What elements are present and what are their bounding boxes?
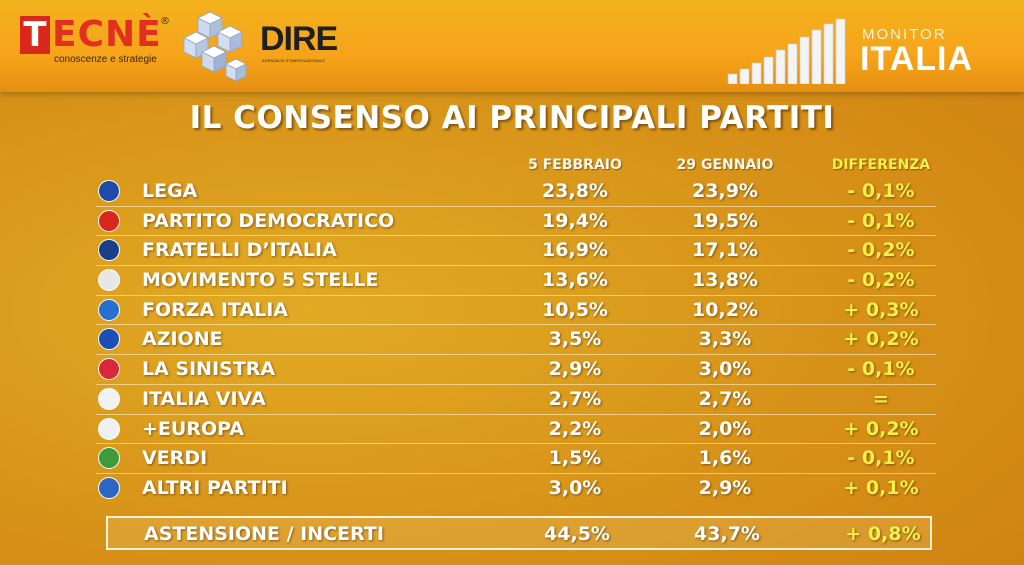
party-logo-icon bbox=[98, 358, 120, 381]
chart-title: IL CONSENSO AI PRINCIPALI PARTITI bbox=[189, 100, 835, 136]
value-29-gennaio: 10,2% bbox=[692, 298, 758, 321]
party-logo-icon bbox=[98, 269, 120, 292]
value-5-febbraio: 10,5% bbox=[542, 298, 608, 321]
difference-value: + 0,2% bbox=[843, 328, 919, 351]
value-5-febbraio: 1,5% bbox=[548, 447, 602, 470]
party-name: LEGA bbox=[142, 180, 198, 202]
table-row: FRATELLI D’ITALIA 16,9% 17,1% - 0,2% bbox=[96, 236, 936, 267]
value-5-febbraio: 2,2% bbox=[548, 417, 602, 440]
party-logo-icon bbox=[98, 239, 120, 262]
results-table: LEGA 23,8% 23,9% - 0,1% PARTITO DEMOCRATICO 1… bbox=[96, 177, 936, 503]
party-logo-icon bbox=[98, 417, 120, 440]
dire-tagline: AGENZIA DI STAMPA NAZIONALE bbox=[262, 58, 325, 63]
party-name: FORZA ITALIA bbox=[142, 298, 288, 321]
header-band: T ECNÈ ® conoscenze e strategie DIRE AGE… bbox=[0, 0, 1024, 92]
column-header-differenza: DIFFERENZA bbox=[831, 157, 931, 173]
party-logo-icon bbox=[98, 328, 120, 351]
summary-difference: + 0,8% bbox=[845, 523, 921, 545]
table-row: +EUROPA 2,2% 2,0% + 0,2% bbox=[96, 415, 936, 445]
table-row: FORZA ITALIA 10,5% 10,2% + 0,3% bbox=[96, 296, 936, 326]
difference-value: - 0,2% bbox=[847, 269, 915, 292]
party-name: MOVIMENTO 5 STELLE bbox=[142, 269, 379, 292]
tecne-tagline: conoscenze e strategie bbox=[54, 54, 157, 65]
party-name: ITALIA VIVA bbox=[142, 387, 266, 410]
table-row: LA SINISTRA 2,9% 3,0% - 0,1% bbox=[96, 355, 936, 385]
summary-row-astensione: ASTENSIONE / INCERTI 44,5% 43,7% + 0,8% bbox=[106, 516, 932, 550]
value-5-febbraio: 13,6% bbox=[542, 269, 608, 292]
value-29-gennaio: 19,5% bbox=[692, 209, 758, 232]
summary-value-5-febbraio: 44,5% bbox=[544, 523, 610, 545]
party-name: FRATELLI D’ITALIA bbox=[142, 239, 337, 262]
italia-label: ITALIA bbox=[860, 40, 974, 78]
party-logo-icon bbox=[98, 476, 120, 499]
tecne-registered-mark: ® bbox=[160, 16, 170, 27]
rising-bars-icon bbox=[727, 18, 846, 84]
value-5-febbraio: 16,9% bbox=[542, 239, 608, 262]
value-29-gennaio: 2,0% bbox=[698, 417, 752, 440]
value-5-febbraio: 2,7% bbox=[548, 387, 602, 410]
value-5-febbraio: 19,4% bbox=[542, 209, 608, 232]
party-name: PARTITO DEMOCRATICO bbox=[142, 209, 395, 232]
difference-value: - 0,1% bbox=[847, 447, 915, 470]
table-row: ALTRI PARTITI 3,0% 2,9% + 0,1% bbox=[96, 474, 936, 503]
table-row: VERDI 1,5% 1,6% - 0,1% bbox=[96, 444, 936, 474]
difference-value: + 0,3% bbox=[843, 298, 919, 321]
monitor-label: MONITOR bbox=[862, 26, 947, 43]
party-logo-icon bbox=[98, 209, 120, 232]
party-name: LA SINISTRA bbox=[142, 358, 276, 381]
dire-logo-text: DIRE bbox=[260, 20, 338, 58]
value-29-gennaio: 2,9% bbox=[698, 476, 752, 499]
value-5-febbraio: 3,5% bbox=[548, 328, 602, 351]
table-row: LEGA 23,8% 23,9% - 0,1% bbox=[96, 177, 936, 207]
value-5-febbraio: 2,9% bbox=[548, 358, 602, 381]
summary-value-29-gennaio: 43,7% bbox=[694, 523, 760, 545]
party-name: +EUROPA bbox=[142, 417, 244, 440]
value-29-gennaio: 17,1% bbox=[692, 239, 758, 262]
difference-value: - 0,1% bbox=[847, 209, 915, 232]
difference-value: - 0,1% bbox=[847, 180, 915, 202]
column-header-5-febbraio: 5 FEBBRAIO bbox=[528, 157, 622, 173]
party-logo-icon bbox=[98, 180, 120, 202]
party-logo-icon bbox=[98, 447, 120, 470]
value-5-febbraio: 23,8% bbox=[542, 180, 608, 202]
difference-value: + 0,2% bbox=[843, 417, 919, 440]
party-name: VERDI bbox=[142, 447, 208, 470]
value-29-gennaio: 3,0% bbox=[698, 358, 752, 381]
table-row: PARTITO DEMOCRATICO 19,4% 19,5% - 0,1% bbox=[96, 207, 936, 237]
party-name: ALTRI PARTITI bbox=[142, 476, 288, 499]
tecne-logo-text: ECNÈ bbox=[52, 14, 162, 55]
column-header-29-gennaio: 29 GENNAIO bbox=[676, 157, 774, 173]
party-logo-icon bbox=[98, 387, 120, 410]
table-row: AZIONE 3,5% 3,3% + 0,2% bbox=[96, 325, 936, 356]
value-29-gennaio: 23,9% bbox=[692, 180, 758, 202]
tecne-logo-initial: T bbox=[20, 16, 50, 54]
value-5-febbraio: 3,0% bbox=[548, 476, 602, 499]
cubes-logo-icon bbox=[183, 11, 247, 82]
difference-value: = bbox=[873, 387, 889, 410]
summary-label: ASTENSIONE / INCERTI bbox=[144, 523, 384, 545]
value-29-gennaio: 2,7% bbox=[698, 387, 752, 410]
difference-value: + 0,1% bbox=[843, 476, 919, 499]
value-29-gennaio: 3,3% bbox=[698, 328, 752, 351]
difference-value: - 0,2% bbox=[847, 239, 915, 262]
table-row: ITALIA VIVA 2,7% 2,7% = bbox=[96, 385, 936, 415]
party-name: AZIONE bbox=[142, 328, 223, 351]
table-row: MOVIMENTO 5 STELLE 13,6% 13,8% - 0,2% bbox=[96, 266, 936, 296]
value-29-gennaio: 1,6% bbox=[698, 447, 752, 470]
value-29-gennaio: 13,8% bbox=[692, 269, 758, 292]
party-logo-icon bbox=[98, 298, 120, 321]
difference-value: - 0,1% bbox=[847, 358, 915, 381]
